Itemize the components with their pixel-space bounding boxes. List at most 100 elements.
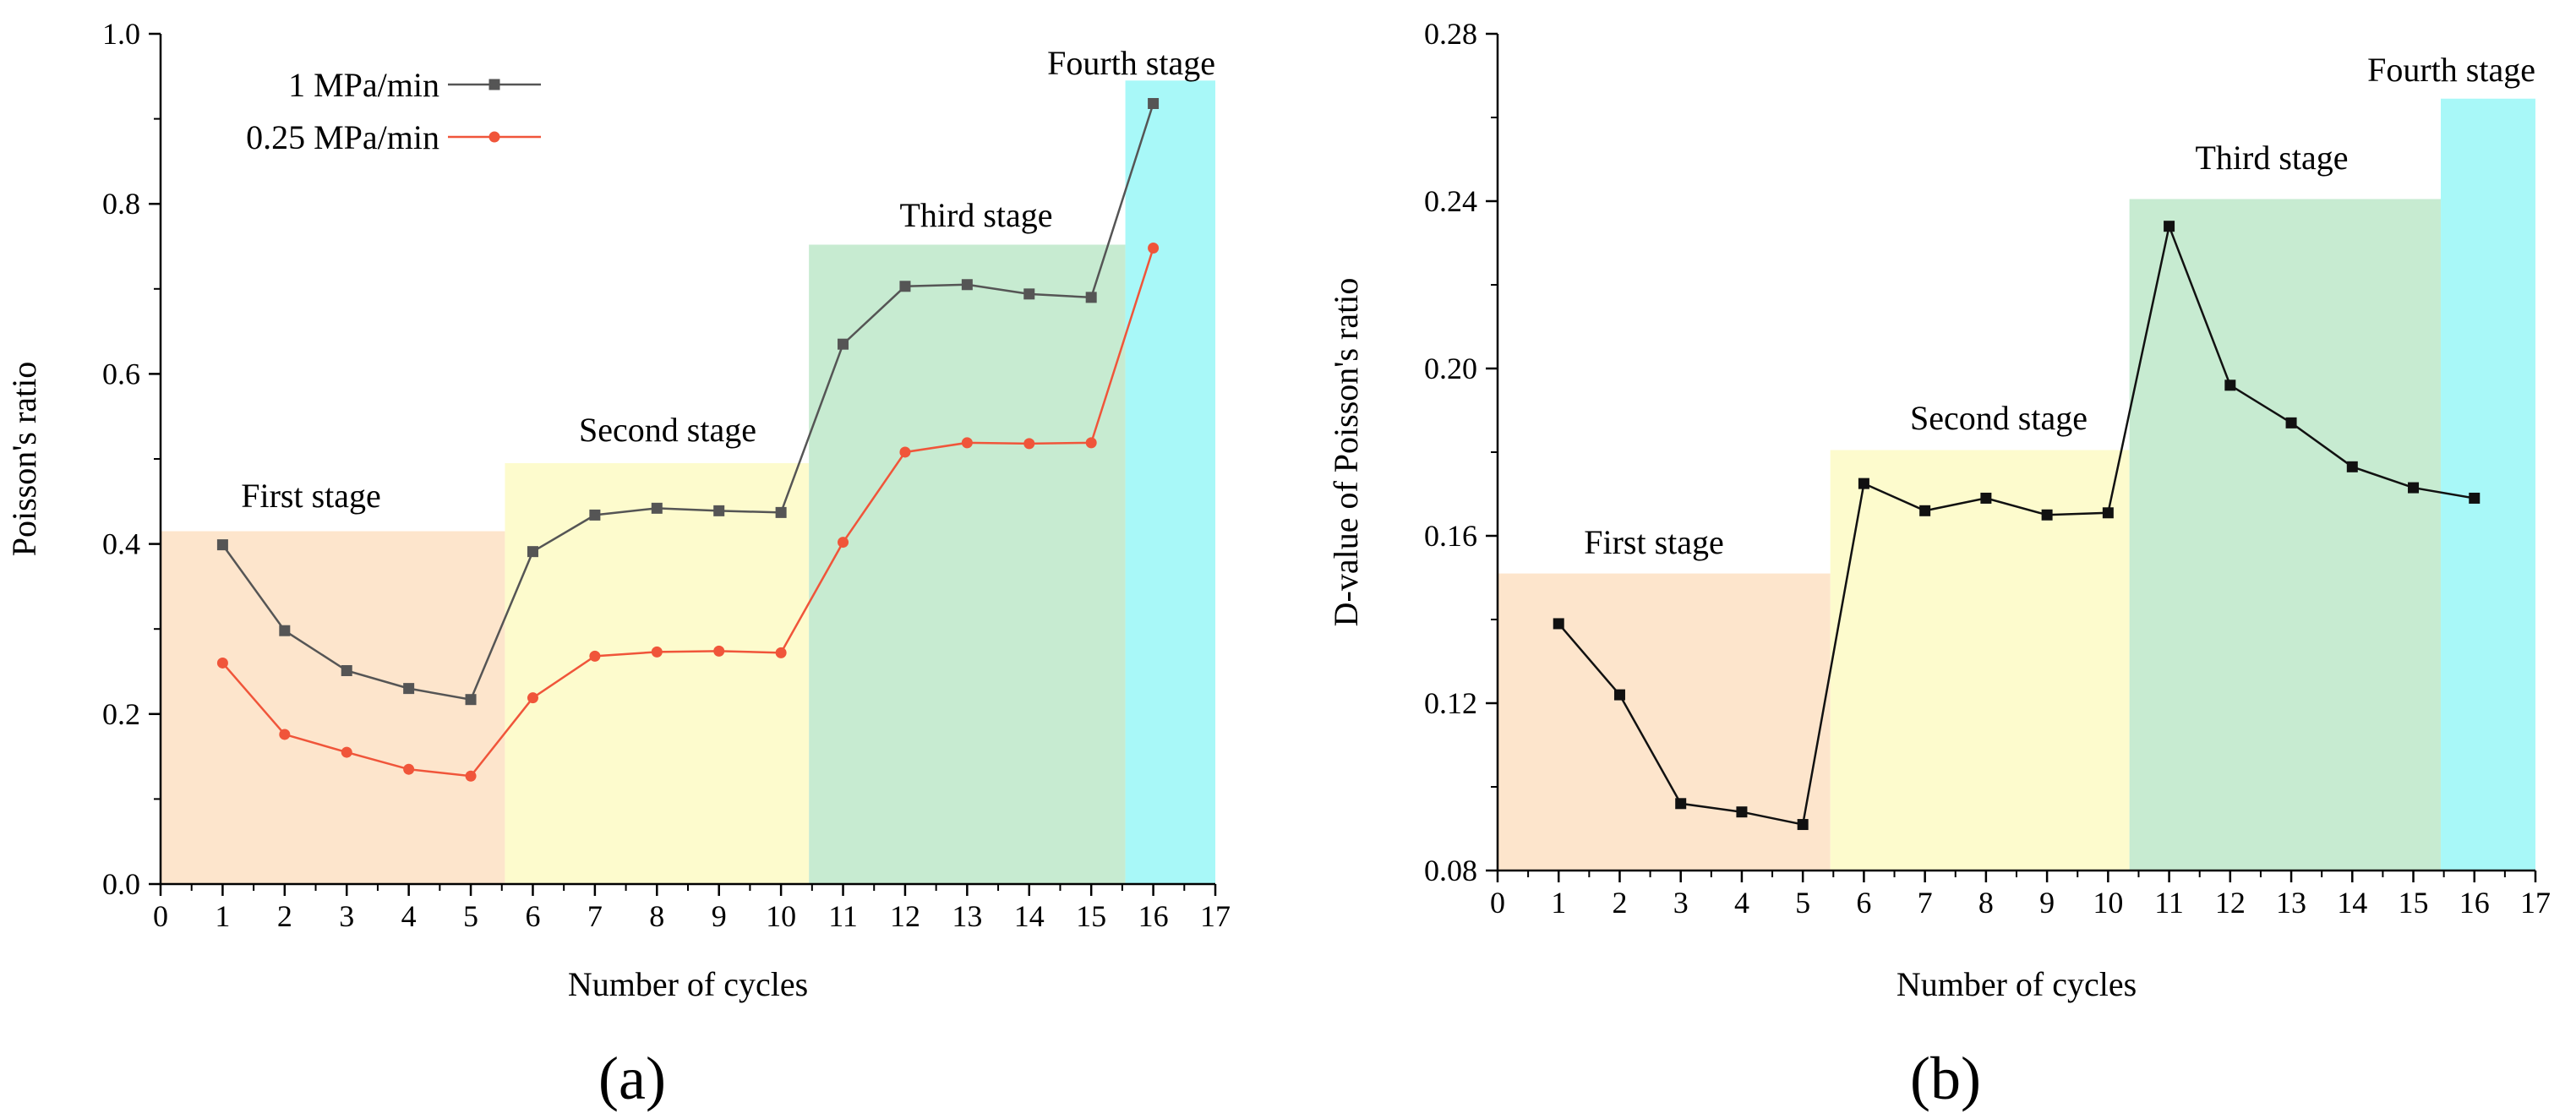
data-point (2346, 461, 2358, 472)
data-point (1797, 819, 1809, 831)
x-tick-label: 10 (2093, 886, 2123, 920)
data-point (1085, 292, 1097, 303)
y-tick-label: 0.16 (1424, 519, 1477, 553)
chart-a: First stage Second stage Third stage Fourth… (5, 17, 1231, 1112)
x-tick-label: 15 (2399, 886, 2429, 920)
y-tick-label: 0.6 (102, 357, 140, 390)
data-point (341, 746, 352, 758)
x-tick-label: 7 (587, 899, 603, 933)
stage-region-1 (1498, 573, 1831, 871)
x-tick-label: 16 (2459, 886, 2490, 920)
x-axis-title: Number of cycles (1897, 965, 2137, 1003)
data-point (1148, 243, 1160, 254)
panel-label: (a) (598, 1045, 666, 1112)
legend-marker-1 (488, 79, 500, 90)
x-tick-label: 13 (2276, 886, 2306, 920)
stage-label-4: Fourth stage (1047, 44, 1215, 82)
data-point (961, 279, 973, 291)
x-tick-label: 14 (2337, 886, 2367, 920)
data-point (775, 647, 787, 658)
x-tick-label: 1 (1551, 886, 1566, 920)
y-tick-label: 0.08 (1424, 854, 1477, 887)
data-point (341, 664, 352, 676)
data-point (1919, 505, 1931, 516)
data-point (216, 539, 228, 551)
x-axis-title: Number of cycles (568, 965, 808, 1003)
data-point (713, 645, 725, 657)
x-tick-label: 9 (2039, 886, 2055, 920)
x-tick-label: 6 (525, 899, 540, 933)
x-tick-label: 10 (766, 899, 796, 933)
stage-label-3: Third stage (899, 196, 1052, 234)
data-point (2408, 482, 2420, 494)
panel-label: (b) (1910, 1045, 1981, 1112)
x-tick-label: 16 (1138, 899, 1169, 933)
legend-marker-2 (488, 131, 500, 143)
x-tick-label: 11 (2154, 886, 2184, 920)
x-tick-label: 2 (1612, 886, 1627, 920)
x-tick-label: 14 (1014, 899, 1045, 933)
x-tick-label: 12 (2215, 886, 2246, 920)
x-tick-label: 12 (890, 899, 920, 933)
stage-label-4: Fourth stage (2367, 51, 2535, 89)
y-tick-label: 0.12 (1424, 686, 1477, 720)
chart-b: First stage Second stage Third stage Fourth… (1327, 17, 2551, 1112)
x-tick-label: 13 (952, 899, 982, 933)
data-point (216, 657, 228, 669)
data-point (1085, 437, 1097, 449)
data-point (838, 338, 849, 350)
data-point (279, 625, 291, 636)
x-tick-label: 8 (1978, 886, 1994, 920)
data-point (1675, 798, 1687, 810)
data-point (589, 650, 601, 662)
x-tick-label: 2 (277, 899, 292, 933)
data-point (527, 692, 538, 704)
data-point (2469, 492, 2480, 504)
data-point (1858, 478, 1869, 489)
data-point (465, 694, 477, 706)
data-point (1553, 618, 1564, 630)
x-tick-label: 3 (1673, 886, 1689, 920)
x-tick-label: 17 (2520, 886, 2551, 920)
data-point (2285, 417, 2297, 428)
data-point (838, 537, 849, 549)
data-point (2224, 379, 2236, 391)
y-axis-title: Poisson's ratio (5, 362, 43, 557)
x-tick-label: 7 (1918, 886, 1933, 920)
series-line-1 (1558, 222, 2475, 827)
series-line-2 (221, 248, 1154, 778)
x-tick-label: 5 (463, 899, 478, 933)
y-tick-label: 0.0 (102, 867, 140, 901)
data-point (1736, 806, 1748, 818)
stage-label-1: First stage (241, 477, 381, 515)
data-point (713, 505, 725, 516)
y-tick-label: 0.28 (1424, 17, 1477, 51)
data-point (1023, 288, 1035, 300)
data-point (899, 281, 911, 292)
data-point (589, 509, 601, 521)
stage-label-2: Second stage (1910, 399, 2088, 437)
legend-label-1: 1 MPa/min (288, 66, 439, 104)
y-axis-title: D-value of Poisson's ratio (1327, 278, 1365, 627)
y-tick-label: 0.8 (102, 187, 140, 221)
x-tick-label: 17 (1200, 899, 1231, 933)
series-line-1 (221, 103, 1154, 701)
data-point (2041, 509, 2053, 521)
x-tick-label: 3 (339, 899, 354, 933)
stage-region-1 (161, 531, 505, 884)
stage-region-4 (1125, 80, 1215, 884)
y-tick-label: 0.24 (1424, 184, 1477, 218)
x-tick-label: 4 (1734, 886, 1749, 920)
data-point (961, 437, 973, 449)
stage-region-3 (809, 244, 1126, 884)
data-point (1148, 97, 1160, 109)
x-tick-label: 1 (215, 899, 230, 933)
x-tick-label: 0 (153, 899, 168, 933)
x-tick-label: 6 (1856, 886, 1871, 920)
data-point (651, 646, 663, 658)
x-tick-label: 4 (401, 899, 417, 933)
data-point (651, 502, 663, 514)
data-point (775, 506, 787, 518)
stage-label-2: Second stage (579, 411, 756, 449)
